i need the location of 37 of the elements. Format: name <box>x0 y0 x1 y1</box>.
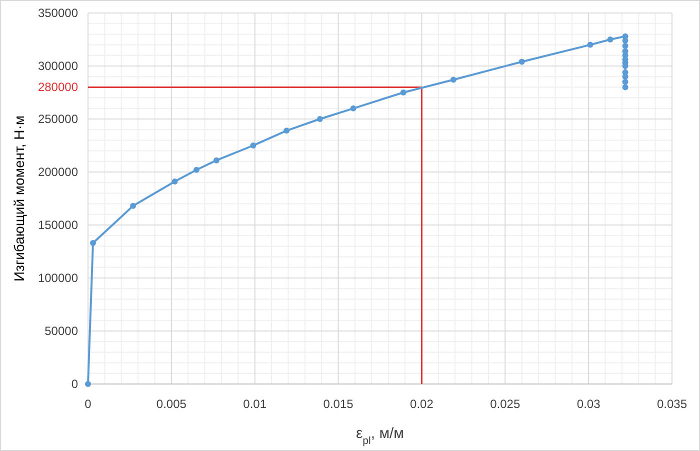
x-tick-label: 0.02 <box>410 397 434 411</box>
y-axis-title: Изгибающий момент, Н·м <box>11 115 27 282</box>
y-tick-label: 50000 <box>44 324 78 338</box>
ref-line-label: 280000 <box>38 80 78 94</box>
x-tick-label: 0.035 <box>656 397 688 411</box>
point <box>622 42 628 49</box>
x-tick-label: 0.03 <box>576 397 601 411</box>
point <box>130 202 136 209</box>
point <box>450 76 456 83</box>
point <box>622 84 628 90</box>
x-tick-label: 0.015 <box>323 397 354 411</box>
y-tick-label: 200000 <box>38 165 78 179</box>
y-tick-label: 150000 <box>38 218 78 232</box>
y-tick-label: 350000 <box>38 6 78 20</box>
point <box>250 142 256 148</box>
y-tick-label: 300000 <box>38 59 78 73</box>
point <box>316 116 323 122</box>
point <box>607 36 614 42</box>
point <box>518 58 525 65</box>
y-tick-label: 100000 <box>38 271 78 285</box>
point <box>193 166 200 173</box>
x-axis-title: ε$_{pl}$, м/м <box>356 425 404 447</box>
point <box>587 42 594 48</box>
point <box>622 78 628 85</box>
y-tick-label: 250000 <box>38 112 78 126</box>
y-tick-label: 0 <box>71 377 78 391</box>
x-tick-label: 0.025 <box>490 397 520 411</box>
x-tick-label: 0.01 <box>243 397 267 411</box>
x-tick-label: 0.005 <box>156 397 187 411</box>
point <box>85 381 91 387</box>
point <box>213 157 220 164</box>
point <box>172 178 178 185</box>
point <box>350 105 356 112</box>
point <box>284 128 290 134</box>
x-tick-label: 0 <box>84 397 92 411</box>
point <box>400 90 406 96</box>
point <box>90 240 96 246</box>
